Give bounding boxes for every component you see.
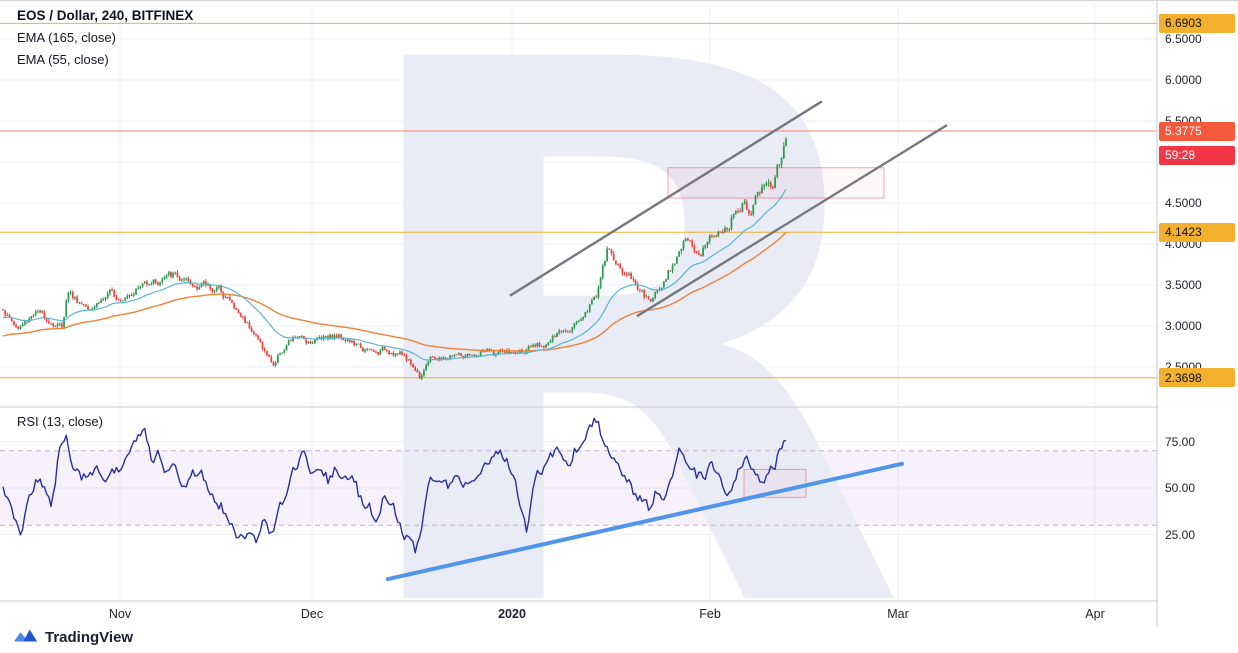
rsi-band-edges bbox=[0, 450, 1157, 526]
symbol-title[interactable]: EOS / Dollar, 240, BITFINEX bbox=[17, 8, 194, 23]
main-legend: EOS / Dollar, 240, BITFINEX EMA (165, cl… bbox=[17, 5, 193, 71]
price-level-badge[interactable]: 6.6903 bbox=[1159, 13, 1235, 33]
time-axis-label: Nov bbox=[108, 607, 132, 621]
rsi-trendline[interactable] bbox=[386, 461, 904, 582]
price-tick-label: 6.5000 bbox=[1165, 32, 1202, 46]
time-axis[interactable]: Nov Dec 2020 Feb Mar Apr bbox=[0, 602, 1157, 627]
last-price-badge[interactable]: 5.3775 bbox=[1159, 121, 1235, 141]
price-tick-label: 6.0000 bbox=[1165, 73, 1202, 87]
ema-55-line[interactable] bbox=[2, 188, 787, 361]
price-level-badge[interactable]: 4.1423 bbox=[1159, 222, 1235, 242]
horizontal-level-lines[interactable] bbox=[0, 22, 1157, 379]
time-axis-label: Dec bbox=[300, 607, 324, 621]
trend-channel[interactable] bbox=[509, 100, 948, 318]
indicator-ema-55[interactable]: EMA (55, close) bbox=[17, 52, 109, 67]
rsi-tick-label: 50.00 bbox=[1165, 481, 1196, 495]
ema-165-line[interactable] bbox=[2, 231, 787, 352]
tradingview-logo-icon bbox=[14, 627, 38, 648]
rsi-band bbox=[0, 450, 1157, 526]
price-tick-label: 3.0000 bbox=[1165, 319, 1202, 333]
watermark-letter: R bbox=[335, 1, 909, 653]
time-axis-label: Feb bbox=[699, 607, 721, 621]
tradingview-logo-text: TradingView bbox=[45, 629, 134, 646]
up-candle-bodies bbox=[6, 139, 787, 379]
indicator-ema-165[interactable]: EMA (165, close) bbox=[17, 30, 116, 45]
rsi-legend: RSI (13, close) bbox=[17, 411, 103, 433]
price-tick-label: 4.5000 bbox=[1165, 196, 1202, 210]
price-tick-label: 3.5000 bbox=[1165, 278, 1202, 292]
time-axis-label: 2020 bbox=[498, 607, 526, 621]
price-level-badge[interactable]: 2.3698 bbox=[1159, 368, 1235, 388]
rsi-tick-label: 25.00 bbox=[1165, 527, 1196, 542]
time-axis-label: Apr bbox=[1085, 607, 1105, 621]
rsi-tick-label: 75.00 bbox=[1165, 434, 1196, 449]
time-axis-label: Mar bbox=[887, 607, 909, 621]
bar-countdown-badge[interactable]: 59:28 bbox=[1159, 145, 1235, 165]
tradingview-logo[interactable]: TradingView bbox=[14, 627, 133, 648]
indicator-rsi[interactable]: RSI (13, close) bbox=[17, 414, 103, 429]
panel-borders bbox=[0, 1, 1238, 627]
rsi-line[interactable] bbox=[2, 417, 787, 554]
price-axis[interactable]: 6.50006.00005.50004.50004.00003.50003.00… bbox=[1158, 1, 1238, 627]
down-candle-bodies bbox=[2, 182, 774, 379]
